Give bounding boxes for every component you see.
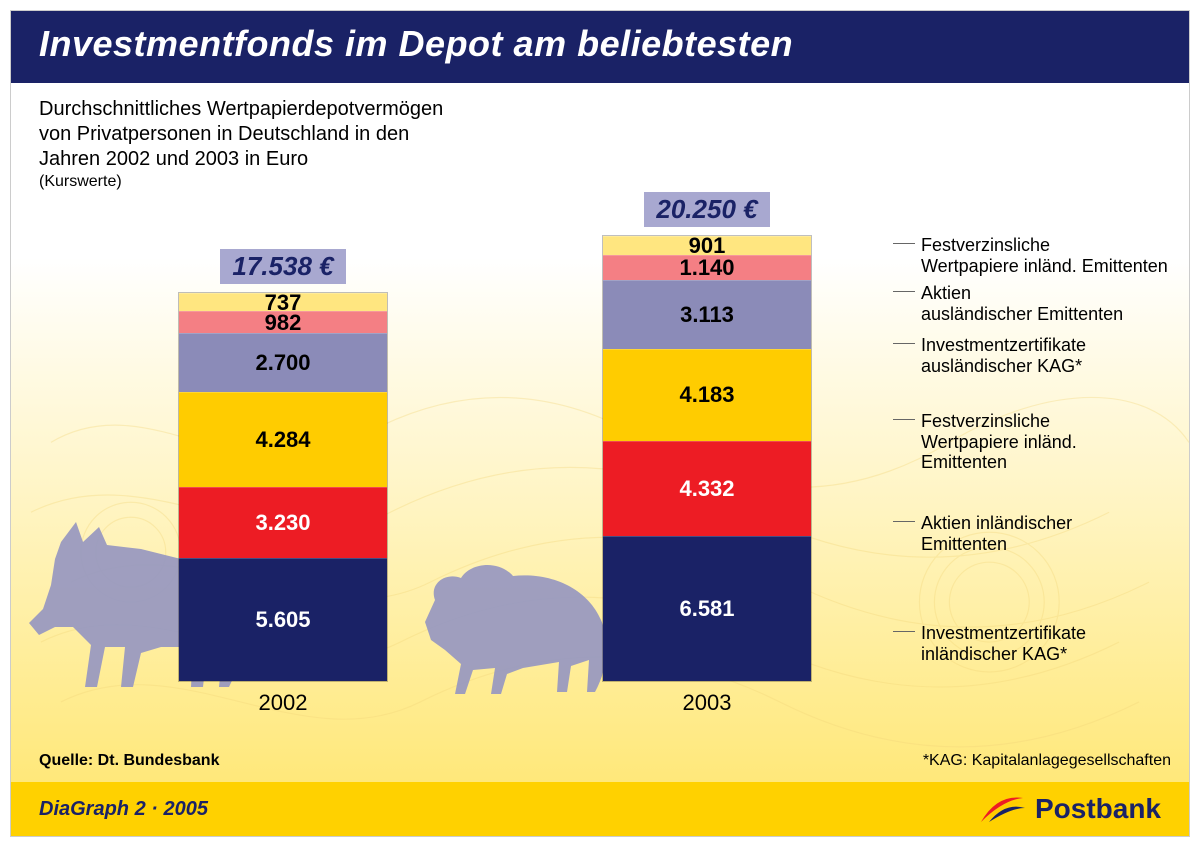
subtitle-line: von Privatpersonen in Deutschland in den bbox=[39, 122, 443, 147]
subtitle-block: Durchschnittliches Wertpapierdepotvermög… bbox=[39, 97, 443, 192]
bar-stack: 6.5814.3324.1833.1131.140901 bbox=[602, 235, 812, 682]
bar-segment-aktien_inland: 4.332 bbox=[603, 441, 811, 536]
footnote-text: *KAG: Kapitalanlagegesellschaften bbox=[923, 752, 1171, 770]
bar-segment-fest_inland1: 737 bbox=[179, 293, 387, 311]
legend-leadline bbox=[893, 243, 915, 244]
bar-column-2003: 20.250 €6.5814.3324.1833.1131.1409012003 bbox=[602, 192, 812, 682]
legend-entry-inv_inland: Investmentzertifikateinländischer KAG* bbox=[921, 623, 1171, 664]
legend-label-line: Festverzinsliche bbox=[921, 411, 1171, 432]
legend-entry-aktien_inland: Aktien inländischerEmittenten bbox=[921, 513, 1171, 554]
legend-label-line: ausländischer Emittenten bbox=[921, 304, 1171, 325]
legend-label-line: Emittenten bbox=[921, 452, 1171, 473]
legend-label-line: inländischer KAG* bbox=[921, 644, 1171, 665]
bar-segment-inv_ausland: 3.113 bbox=[603, 280, 811, 348]
legend-entry-fest_inland1: FestverzinslicheWertpapiere inländ. Emit… bbox=[921, 235, 1171, 276]
header-band: Investmentfonds im Depot am beliebtesten bbox=[11, 11, 1189, 83]
postbank-logo-icon bbox=[979, 792, 1025, 826]
bar-column-2002: 17.538 €5.6053.2304.2842.7009827372002 bbox=[178, 249, 388, 682]
footer-band: DiaGraph 2 · 2005 Postbank bbox=[11, 782, 1189, 836]
subtitle-note: (Kurswerte) bbox=[39, 172, 443, 192]
bar-segment-inv_inland: 5.605 bbox=[179, 558, 387, 681]
legend-label-line: Investmentzertifikate bbox=[921, 623, 1171, 644]
brand-name: Postbank bbox=[1035, 793, 1161, 825]
subtitle-line: Durchschnittliches Wertpapierdepotvermög… bbox=[39, 97, 443, 122]
total-badge: 17.538 € bbox=[220, 249, 345, 284]
bar-segment-inv_ausland: 2.700 bbox=[179, 333, 387, 392]
bar-stack: 5.6053.2304.2842.700982737 bbox=[178, 292, 388, 682]
bar-segment-fest_inland2: 4.284 bbox=[179, 392, 387, 486]
brand-block: Postbank bbox=[979, 792, 1161, 826]
bar-segment-aktien_ausland: 982 bbox=[179, 311, 387, 333]
source-text: Quelle: Dt. Bundesbank bbox=[39, 752, 219, 770]
chart-area: 17.538 €5.6053.2304.2842.700982737200220… bbox=[71, 213, 919, 682]
legend-label-line: Festverzinsliche bbox=[921, 235, 1171, 256]
legend-leadline bbox=[893, 521, 915, 522]
footer-credit: DiaGraph 2 · 2005 bbox=[39, 798, 208, 821]
bar-segment-aktien_ausland: 1.140 bbox=[603, 255, 811, 280]
legend-leadline bbox=[893, 291, 915, 292]
legend-entry-aktien_ausland: Aktienausländischer Emittenten bbox=[921, 283, 1171, 324]
bar-segment-aktien_inland: 3.230 bbox=[179, 487, 387, 558]
legend-leadline bbox=[893, 343, 915, 344]
legend-entry-fest_inland2: FestverzinslicheWertpapiere inländ.Emitt… bbox=[921, 411, 1171, 473]
infographic-card: Investmentfonds im Depot am beliebtesten… bbox=[10, 10, 1190, 837]
bar-segment-inv_inland: 6.581 bbox=[603, 536, 811, 681]
year-label: 2002 bbox=[259, 690, 308, 716]
legend-leadline bbox=[893, 631, 915, 632]
legend-label-line: Wertpapiere inländ. Emittenten bbox=[921, 256, 1171, 277]
legend-label-line: ausländischer KAG* bbox=[921, 356, 1171, 377]
total-badge: 20.250 € bbox=[644, 192, 769, 227]
legend-label-line: Investmentzertifikate bbox=[921, 335, 1171, 356]
year-label: 2003 bbox=[683, 690, 732, 716]
legend-label-line: Aktien bbox=[921, 283, 1171, 304]
legend-label-line: Wertpapiere inländ. bbox=[921, 432, 1171, 453]
subtitle-line: Jahren 2002 und 2003 in Euro bbox=[39, 147, 443, 172]
main-area: Durchschnittliches Wertpapierdepotvermög… bbox=[11, 83, 1189, 782]
legend-label-line: Emittenten bbox=[921, 534, 1171, 555]
bar-segment-fest_inland2: 4.183 bbox=[603, 349, 811, 441]
legend-leadline bbox=[893, 419, 915, 420]
page-title: Investmentfonds im Depot am beliebtesten bbox=[39, 23, 793, 64]
bar-segment-fest_inland1: 901 bbox=[603, 236, 811, 256]
legend-label-line: Aktien inländischer bbox=[921, 513, 1171, 534]
legend-entry-inv_ausland: Investmentzertifikateausländischer KAG* bbox=[921, 335, 1171, 376]
